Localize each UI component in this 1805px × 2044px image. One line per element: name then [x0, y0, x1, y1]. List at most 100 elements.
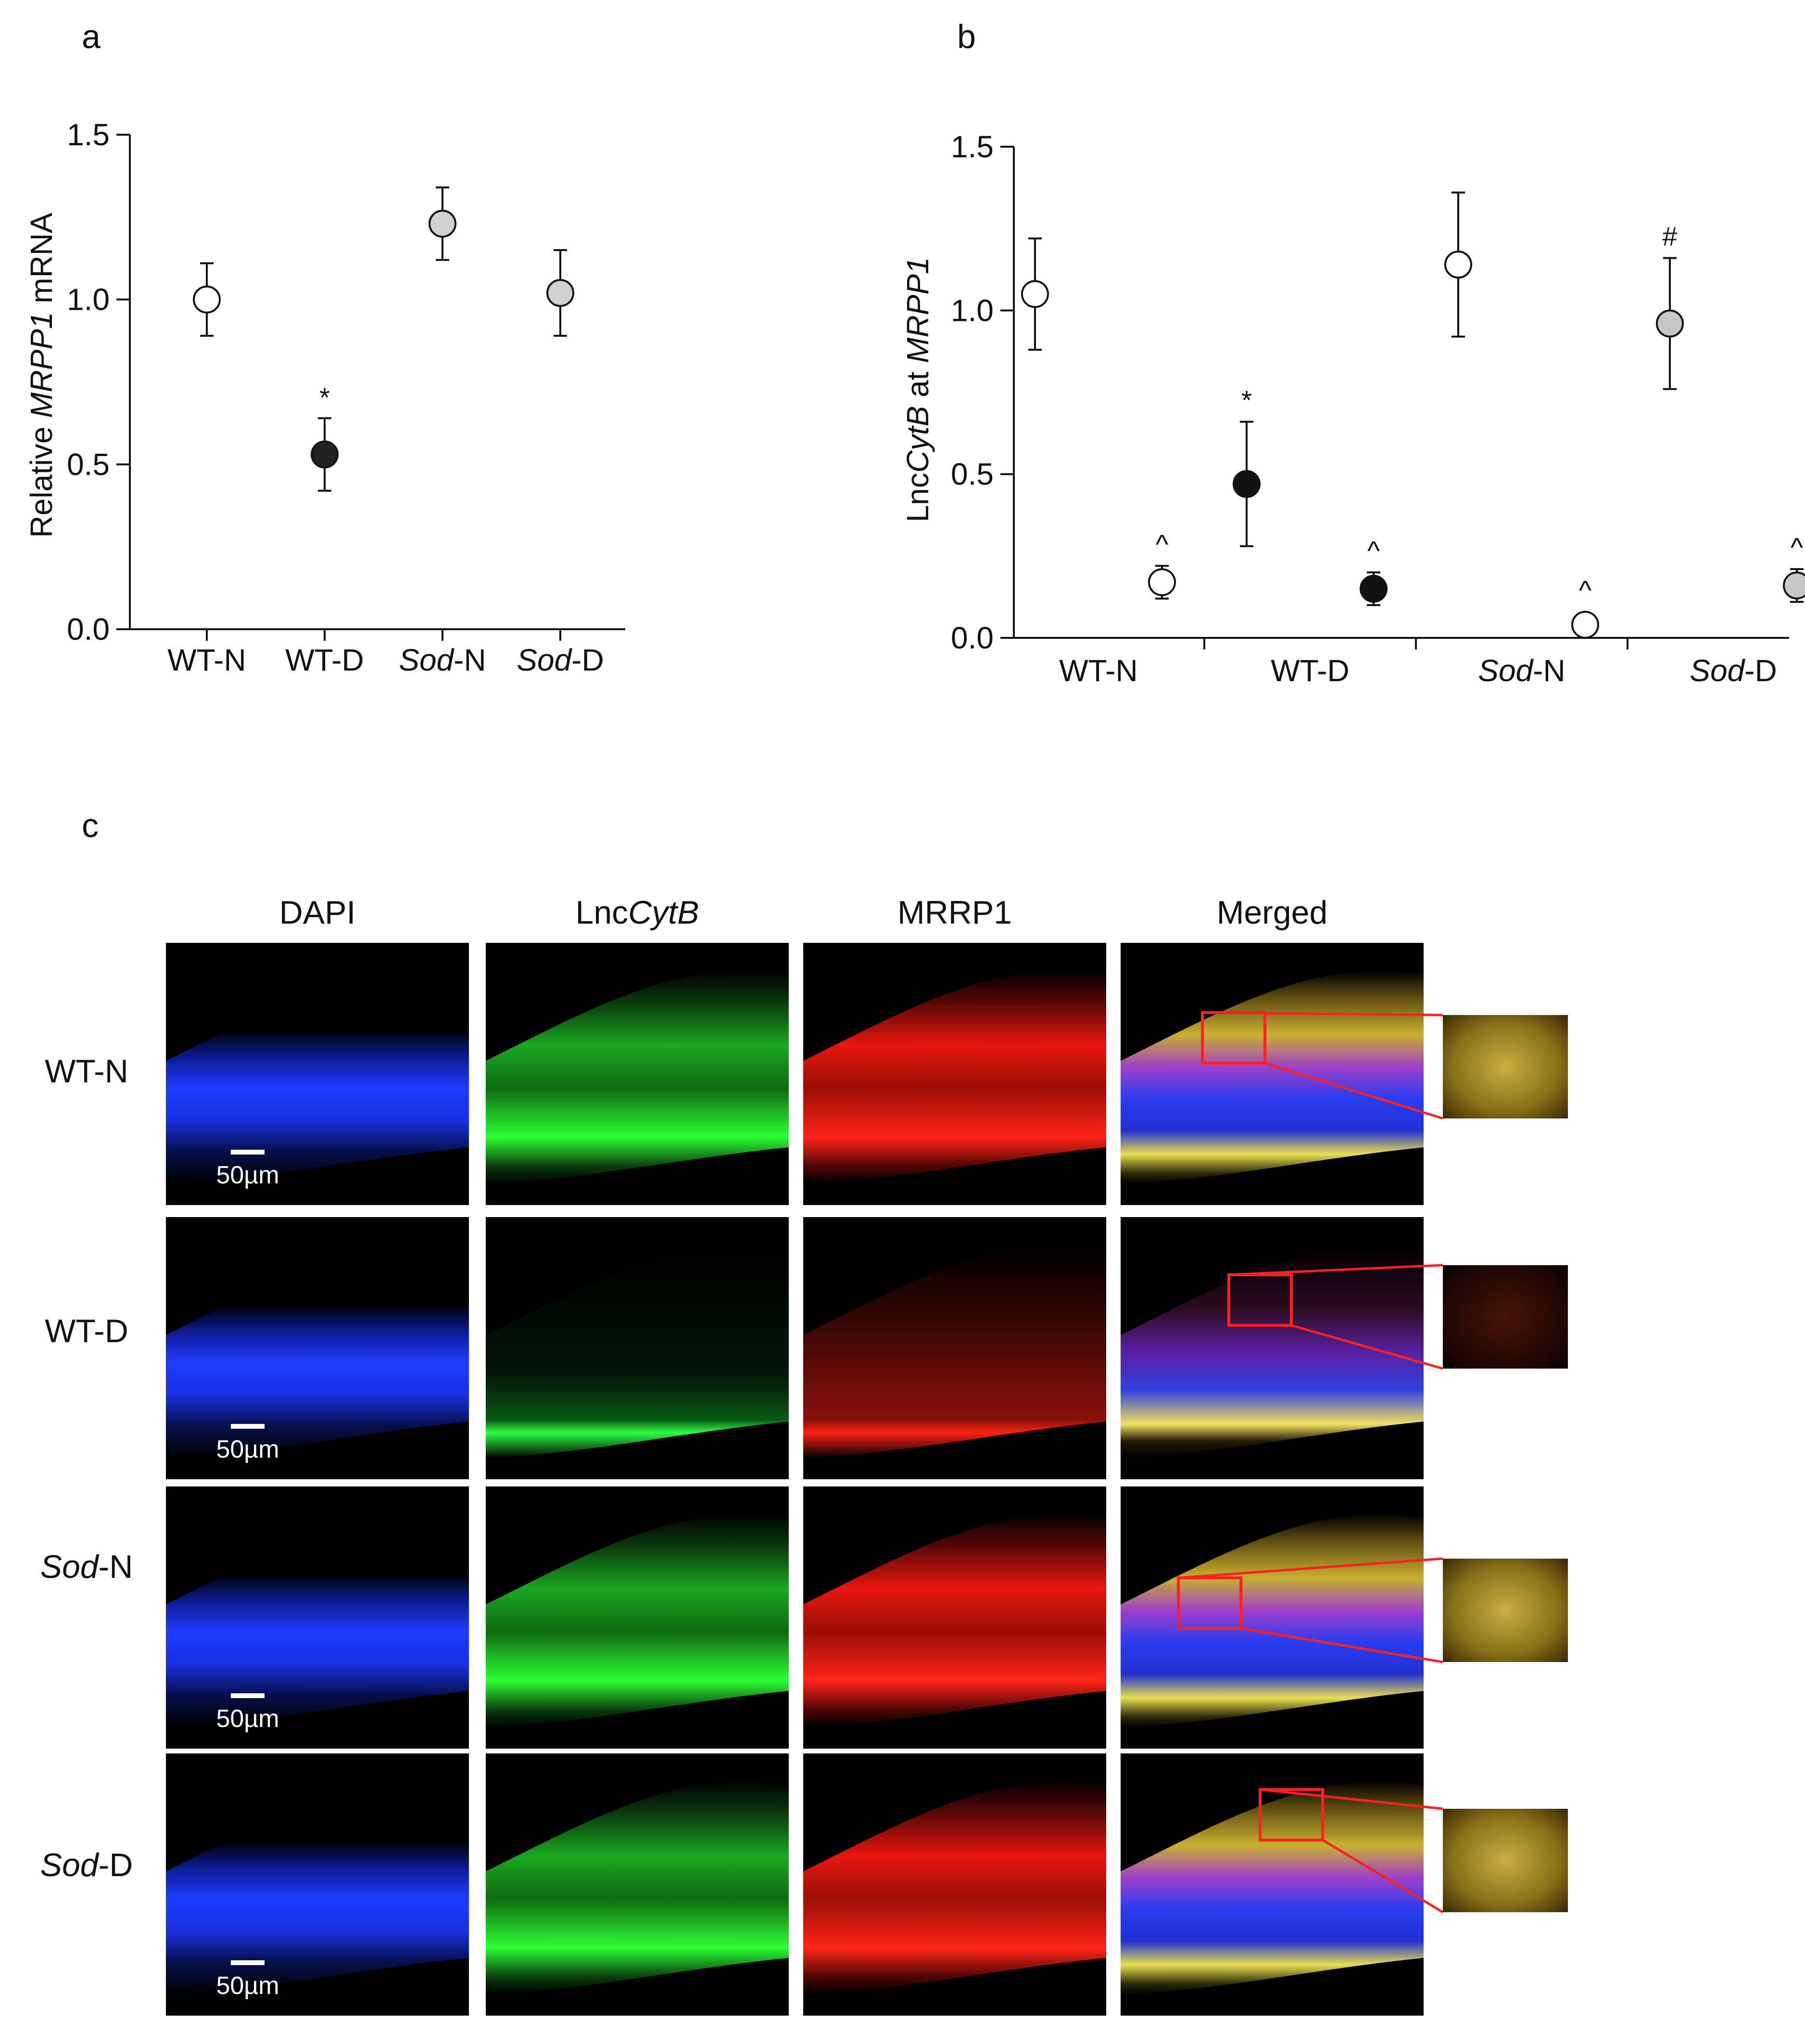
- micrograph-tile: [1121, 1217, 1568, 1479]
- micrograph-tile: [486, 1753, 789, 2016]
- zoom-connector: [1322, 1839, 1444, 1914]
- column-header: MRRP1: [897, 894, 1012, 931]
- micrograph-grid: DAPI LncCytB MRRP1 Merged WT-N 50µm WT-D 50µm So…: [40, 894, 1568, 2016]
- micrograph-tile: 50µm: [166, 1217, 469, 1479]
- micrograph-tile: [803, 943, 1106, 1205]
- chart-b-point: ^: [1360, 535, 1388, 606]
- tissue-band: [1121, 1244, 1424, 1459]
- tissue-band: [486, 1514, 789, 1728]
- chart-a-xtick-label: Sod-N: [399, 643, 486, 677]
- chart-b-significance-label: ^: [1791, 532, 1803, 562]
- chart-b-ytick-label: 0.0: [951, 621, 994, 655]
- scale-bar-label: 50µm: [216, 1435, 279, 1463]
- chart-b-marker: [1360, 574, 1388, 603]
- chart-a-xtick-label: WT-D: [285, 643, 364, 677]
- highlight-box: [1259, 1788, 1324, 1841]
- chart-a-xtick-label: WT-N: [167, 643, 246, 677]
- tissue-band: [486, 970, 789, 1184]
- tissue-band: [486, 1244, 789, 1459]
- highlight-box: [1227, 1273, 1293, 1327]
- chart-a-marker: [193, 285, 221, 314]
- micrograph-tile: [803, 1217, 1106, 1479]
- zoom-connector: [1228, 1264, 1443, 1276]
- chart-b-significance-label: ^: [1579, 575, 1591, 605]
- chart-b-marker: [1783, 571, 1805, 600]
- chart-a-point: [429, 186, 456, 261]
- tissue-band: [166, 1781, 469, 1995]
- micrograph-tile: [486, 1217, 789, 1479]
- chart-b-marker: [1233, 470, 1261, 498]
- zoom-connector: [1178, 1557, 1443, 1579]
- chart-a-ytick-label: 0.5: [67, 447, 110, 482]
- tissue-band: [166, 970, 469, 1184]
- chart-b-marker: [1148, 568, 1176, 597]
- chart-b-point: ^: [1148, 529, 1176, 600]
- panel-letter-b: b: [957, 18, 976, 55]
- scale-bar: [231, 1424, 265, 1429]
- micrograph-tile: [1121, 1486, 1568, 1749]
- zoom-connector: [1291, 1324, 1443, 1370]
- micrograph-tile: [803, 1486, 1106, 1749]
- row-header: Sod-D: [40, 1847, 133, 1883]
- scale-bar: [231, 1960, 265, 1965]
- chart-b-point: #: [1656, 221, 1684, 390]
- micrograph-tile: 50µm: [166, 1753, 469, 2016]
- zoom-inset: [1443, 1809, 1568, 1912]
- zoom-connector: [1264, 1062, 1443, 1120]
- column-header: LncCytB: [576, 894, 699, 931]
- chart-b: 0.0 0.5 1.0 1.5 WT-N WT-D Sod-N Sod-D LncCytB a…: [900, 129, 1805, 688]
- chart-b-point: [1021, 237, 1049, 351]
- micrograph-tile: [486, 943, 789, 1205]
- micrograph-tile: [1121, 1753, 1568, 2016]
- chart-a-marker: [311, 440, 339, 469]
- chart-b-xtick-label: WT-D: [1271, 653, 1350, 688]
- chart-a-ytick-label: 1.5: [67, 117, 110, 152]
- zoom-connector: [1260, 1788, 1443, 1810]
- chart-a-marker: [429, 210, 456, 238]
- zoom-inset: [1443, 1265, 1568, 1369]
- chart-b-point: *: [1233, 385, 1261, 547]
- micrograph-tile: 50µm: [166, 1486, 469, 1749]
- chart-a-point: [546, 249, 574, 337]
- chart-b-significance-label: ^: [1367, 535, 1380, 566]
- scale-bar-label: 50µm: [216, 1705, 279, 1733]
- zoom-connector: [1202, 1011, 1443, 1016]
- zoom-inset: [1443, 1015, 1568, 1118]
- tissue-band: [803, 1781, 1106, 1995]
- column-header: Merged: [1217, 894, 1328, 931]
- chart-b-significance-label: ^: [1156, 529, 1168, 559]
- zoom-connector: [1240, 1627, 1443, 1663]
- chart-b-marker: [1444, 251, 1472, 279]
- row-header: WT-N: [45, 1053, 128, 1090]
- chart-a-ytick-label: 0.0: [67, 612, 110, 647]
- tissue-band: [803, 970, 1106, 1184]
- chart-b-marker: [1656, 309, 1684, 338]
- scale-bar: [231, 1150, 265, 1155]
- scale-bar-label: 50µm: [216, 1161, 279, 1189]
- chart-a-ytick-label: 1.0: [67, 282, 110, 317]
- chart-a-point: *: [311, 382, 339, 492]
- chart-b-xtick-label: Sod-N: [1478, 653, 1565, 688]
- chart-b-marker: [1021, 280, 1049, 308]
- chart-b-xtick-label: Sod-D: [1690, 653, 1777, 688]
- scale-bar-label: 50µm: [216, 1972, 279, 2000]
- chart-b-point: [1444, 191, 1472, 338]
- panel-letter-c: c: [82, 807, 99, 844]
- tissue-band: [1121, 1781, 1424, 1995]
- chart-a-marker: [546, 279, 574, 307]
- chart-b-marks: ^ * ^ ^ # ^: [1021, 191, 1805, 639]
- tissue-band: [166, 1244, 469, 1459]
- chart-b-point: ^: [1783, 532, 1805, 603]
- tissue-band: [1121, 970, 1424, 1184]
- scale-bar: [231, 1693, 265, 1698]
- tissue-band: [486, 1781, 789, 1995]
- tissue-band: [803, 1514, 1106, 1728]
- chart-a-point: [193, 262, 221, 337]
- chart-a-marks: *: [193, 186, 574, 492]
- chart-b-significance-label: #: [1662, 221, 1677, 251]
- row-header: WT-D: [45, 1313, 128, 1349]
- chart-b-ytick-label: 1.5: [951, 129, 994, 164]
- chart-b-significance-label: *: [1241, 385, 1252, 415]
- column-header: DAPI: [279, 894, 356, 931]
